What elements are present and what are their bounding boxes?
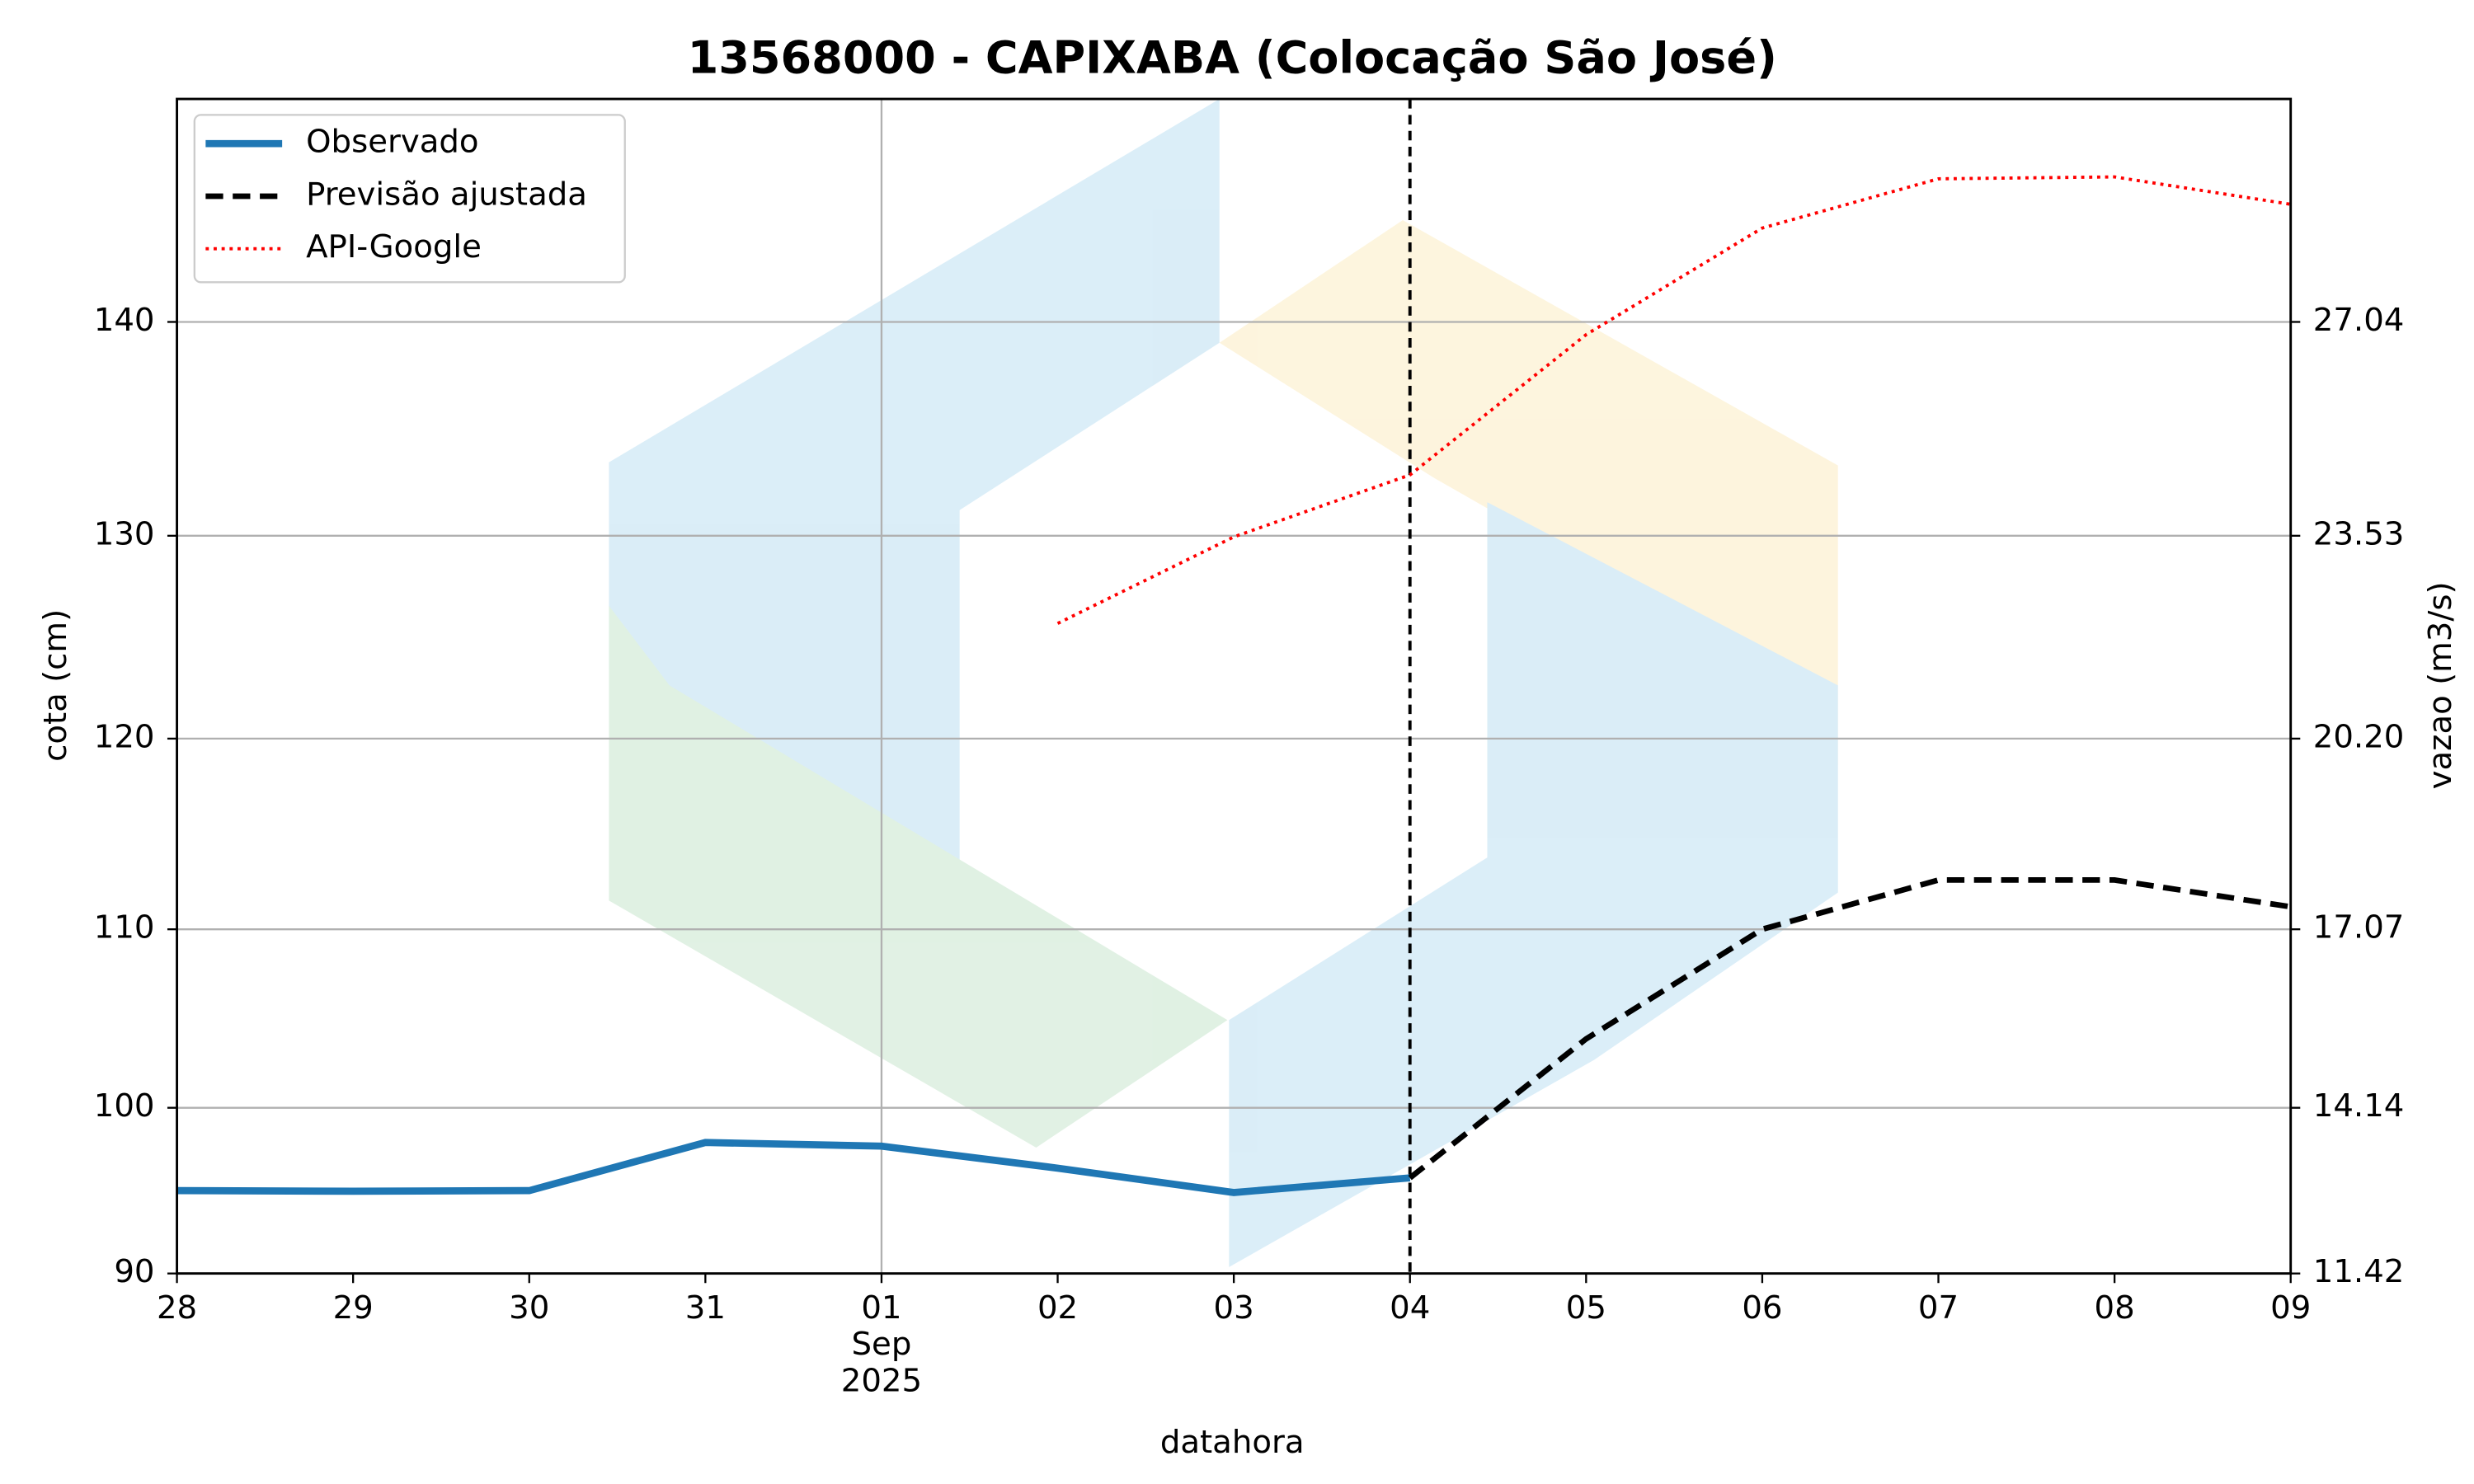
x-tick-label: 29 [333, 1289, 374, 1327]
y-tick-label: 90 [114, 1253, 154, 1290]
y-tick-label: 140 [94, 302, 155, 339]
legend-label: Previsão ajustada [306, 176, 587, 213]
series-line [1056, 175, 2292, 625]
x-tick-label: 04 [1390, 1289, 1430, 1327]
plot-frame [176, 97, 2293, 1275]
x-tick-label: 03 [1214, 1289, 1254, 1327]
y2-tick-label: 11.42 [2313, 1253, 2405, 1290]
x-tick-label: 09 [2270, 1289, 2311, 1327]
x-tick-label: 05 [1566, 1289, 1606, 1327]
chart-title: 13568000 - CAPIXABA (Colocação São José) [688, 31, 1777, 83]
legend-label: Observado [306, 124, 478, 161]
y2-tick-label: 14.14 [2313, 1087, 2405, 1125]
legend-label: API-Google [306, 228, 482, 265]
series-line [1408, 877, 2292, 1181]
x-tick-label: 01 Sep 2025 [841, 1289, 922, 1400]
y2-tick-label: 27.04 [2313, 302, 2405, 339]
y2-tick-label: 23.53 [2313, 515, 2405, 552]
x-tick-label: 08 [2095, 1289, 2135, 1327]
x-tick-label: 06 [1742, 1289, 1782, 1327]
y-tick-label: 100 [94, 1087, 155, 1125]
series-line [176, 1139, 1411, 1196]
y-tick-label: 110 [94, 909, 155, 946]
y-tick-label: 120 [94, 718, 155, 755]
y2-tick-label: 20.20 [2313, 718, 2405, 755]
x-tick-label: 30 [509, 1289, 549, 1327]
y2-axis-label: vazao (m3/s) [2422, 581, 2459, 789]
x-tick-label: 28 [157, 1289, 197, 1327]
legend-box [193, 114, 626, 284]
y-tick-label: 130 [94, 515, 155, 552]
y-axis-label: cota (cm) [37, 609, 74, 762]
watermark [609, 99, 1838, 1267]
x-tick-label: 02 [1037, 1289, 1078, 1327]
y2-tick-label: 17.07 [2313, 909, 2405, 946]
x-axis-label: datahora [1160, 1424, 1305, 1461]
x-tick-label: 31 [685, 1289, 726, 1327]
x-tick-label: 07 [1918, 1289, 1959, 1327]
